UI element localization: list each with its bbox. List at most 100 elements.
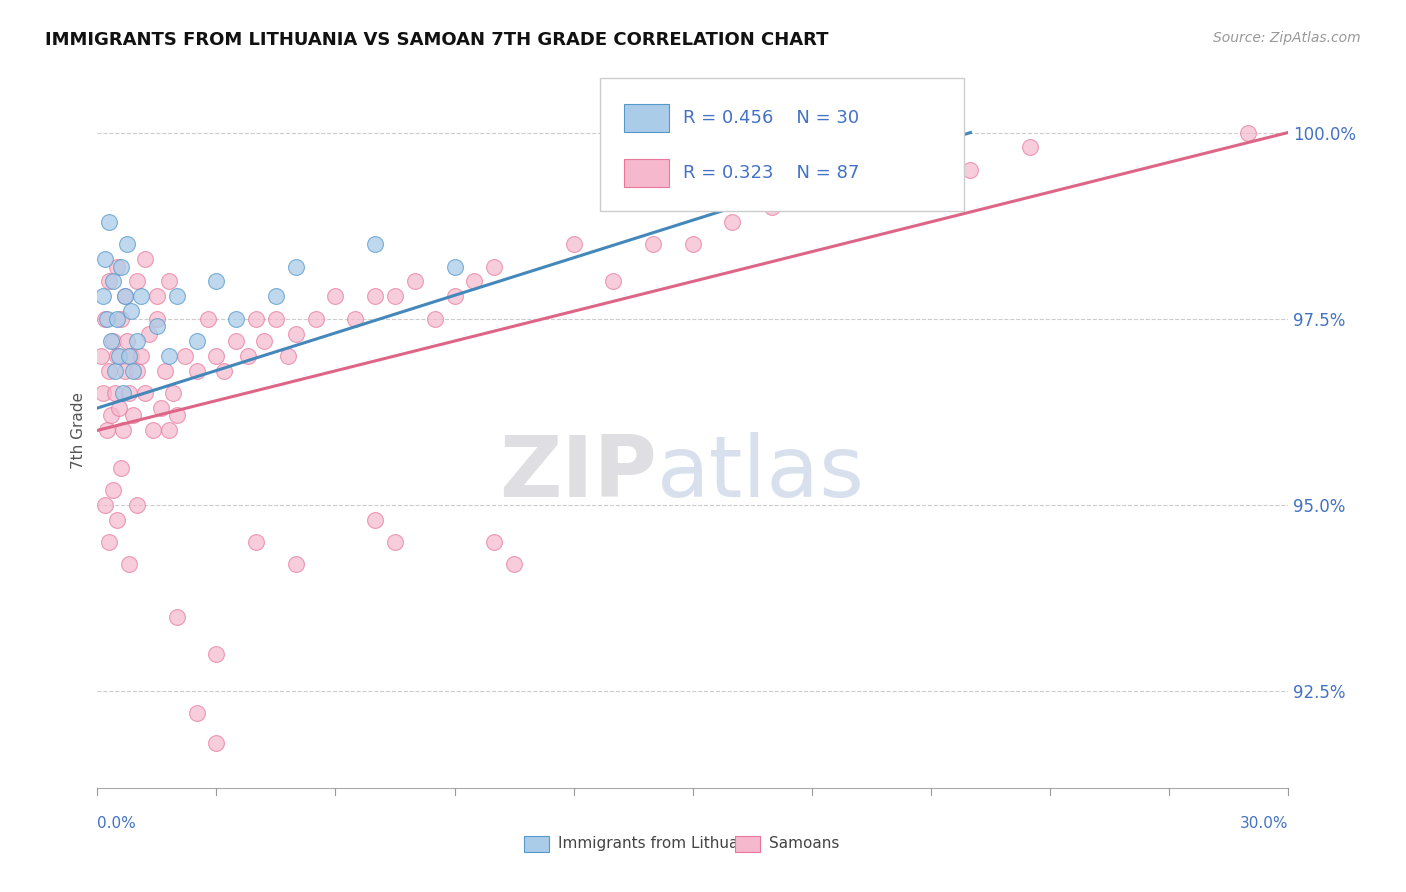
Point <box>284 558 307 572</box>
Point <box>112 423 135 437</box>
Point <box>134 386 156 401</box>
Point <box>114 364 136 378</box>
Point <box>384 289 406 303</box>
Point <box>96 311 118 326</box>
Point <box>103 275 125 289</box>
Point <box>484 535 506 549</box>
Y-axis label: 7th Grade: 7th Grade <box>72 392 86 469</box>
Point <box>245 535 267 549</box>
Point <box>225 334 247 348</box>
Text: IMMIGRANTS FROM LITHUANIA VS SAMOAN 7TH GRADE CORRELATION CHART: IMMIGRANTS FROM LITHUANIA VS SAMOAN 7TH … <box>45 31 828 49</box>
Point <box>602 275 624 289</box>
Point <box>125 275 148 289</box>
Point <box>205 736 228 750</box>
Point <box>423 311 446 326</box>
Point <box>304 311 326 326</box>
Point <box>562 237 585 252</box>
Text: atlas: atlas <box>657 432 865 515</box>
Text: R = 0.323    N = 87: R = 0.323 N = 87 <box>683 164 859 182</box>
Point <box>641 162 664 177</box>
Point <box>91 386 114 401</box>
Point <box>115 237 138 252</box>
Point <box>197 311 219 326</box>
Point <box>94 252 117 267</box>
Point <box>98 215 121 229</box>
Point <box>96 423 118 437</box>
Point <box>103 483 125 497</box>
Point <box>253 334 276 348</box>
Point <box>122 364 145 378</box>
Point <box>105 311 128 326</box>
Point <box>104 364 127 378</box>
Point <box>105 260 128 274</box>
Point <box>463 275 485 289</box>
Point <box>90 349 112 363</box>
Point <box>443 260 465 274</box>
Point <box>264 311 287 326</box>
Point <box>721 215 744 229</box>
Text: Source: ZipAtlas.com: Source: ZipAtlas.com <box>1213 31 1361 45</box>
Point <box>149 401 172 415</box>
Point <box>146 311 169 326</box>
FancyBboxPatch shape <box>624 104 669 132</box>
Point <box>153 364 176 378</box>
Point <box>364 289 387 303</box>
Point <box>166 609 188 624</box>
FancyBboxPatch shape <box>600 78 965 211</box>
Point <box>105 349 128 363</box>
Point <box>110 460 132 475</box>
Point <box>98 535 121 549</box>
Point <box>682 237 704 252</box>
Point <box>761 200 783 214</box>
Point <box>125 498 148 512</box>
FancyBboxPatch shape <box>624 160 669 186</box>
Point <box>277 349 299 363</box>
Point <box>94 498 117 512</box>
Point <box>384 535 406 549</box>
Point <box>800 185 823 199</box>
Point <box>110 260 132 274</box>
Point <box>238 349 260 363</box>
Point <box>125 334 148 348</box>
Point <box>108 349 131 363</box>
Point <box>118 386 141 401</box>
Point <box>245 311 267 326</box>
Point <box>225 311 247 326</box>
Point <box>214 364 236 378</box>
Point <box>100 334 122 348</box>
Point <box>157 423 180 437</box>
Point <box>344 311 367 326</box>
Point <box>325 289 347 303</box>
Point <box>134 252 156 267</box>
Point <box>122 409 145 423</box>
Point <box>880 162 903 177</box>
Point <box>443 289 465 303</box>
Point <box>157 349 180 363</box>
Point <box>404 275 426 289</box>
Point <box>120 304 142 318</box>
Point <box>118 558 141 572</box>
Point <box>186 364 208 378</box>
Point <box>364 513 387 527</box>
Point <box>166 289 188 303</box>
Point <box>186 706 208 721</box>
Point <box>114 289 136 303</box>
Text: Samoans: Samoans <box>769 836 839 851</box>
Point <box>205 275 228 289</box>
Point <box>115 334 138 348</box>
Point <box>142 423 165 437</box>
Point <box>105 513 128 527</box>
Text: 30.0%: 30.0% <box>1240 816 1288 831</box>
Point <box>100 409 122 423</box>
Point <box>284 260 307 274</box>
Point <box>146 319 169 334</box>
Text: ZIP: ZIP <box>499 432 657 515</box>
Point <box>173 349 195 363</box>
Point <box>110 311 132 326</box>
Point <box>186 334 208 348</box>
Point <box>103 334 125 348</box>
Point <box>112 386 135 401</box>
Point <box>91 289 114 303</box>
Point <box>98 364 121 378</box>
Point <box>1237 126 1260 140</box>
